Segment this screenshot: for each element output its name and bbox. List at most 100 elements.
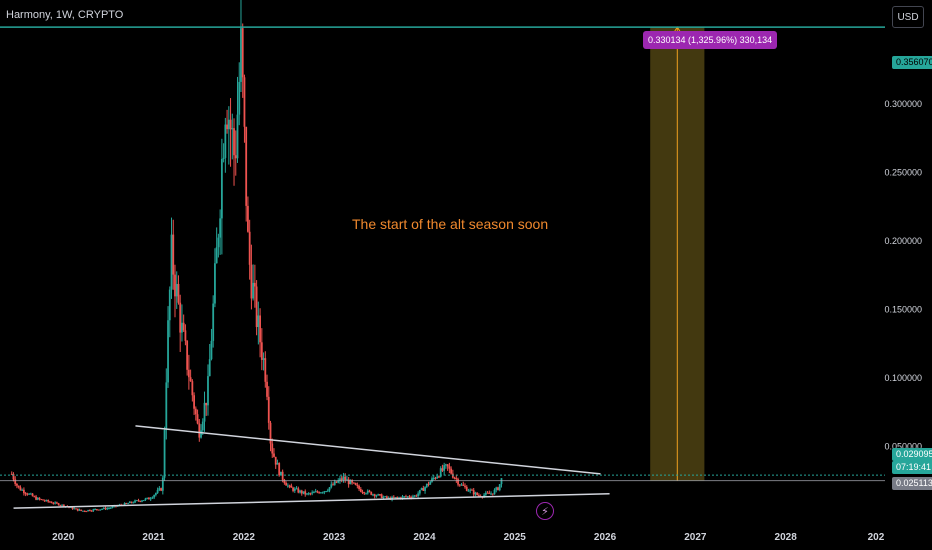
chart-annotation[interactable]: The start of the alt season soon — [352, 216, 549, 232]
candle — [450, 468, 453, 474]
candle — [189, 377, 192, 382]
candle — [174, 274, 176, 297]
candle — [349, 480, 352, 485]
candle — [488, 492, 491, 494]
candle — [274, 456, 277, 465]
candle — [396, 497, 399, 499]
trendline-lower[interactable] — [13, 493, 610, 509]
candle — [42, 499, 44, 501]
candle — [215, 247, 218, 264]
candle — [443, 465, 446, 471]
candle — [108, 508, 110, 510]
candle — [61, 504, 64, 506]
x-tick-label: 2026 — [594, 532, 617, 543]
candle — [109, 507, 112, 509]
candle — [368, 490, 371, 492]
candle — [332, 484, 334, 486]
candle — [455, 478, 458, 480]
candle — [83, 510, 86, 512]
trendline-upper[interactable] — [135, 425, 601, 475]
candle — [175, 283, 178, 297]
candle — [316, 491, 319, 493]
y-tick-label: 0.150000 — [884, 304, 922, 314]
candle — [161, 477, 164, 491]
candle — [323, 491, 326, 493]
candle — [293, 488, 296, 491]
candle — [139, 500, 142, 502]
price-tag-support: 0.025113 — [892, 477, 932, 490]
candle — [441, 468, 444, 471]
candle — [425, 483, 428, 488]
candle — [203, 402, 206, 422]
flash-icon[interactable]: ⚡ — [536, 502, 554, 520]
candle — [102, 507, 105, 509]
candle — [273, 453, 275, 457]
candle — [422, 488, 425, 491]
candle — [432, 477, 435, 479]
candle — [351, 480, 354, 483]
candle — [104, 507, 107, 510]
symbol-title: Harmony, 1W, CRYPTO — [6, 9, 124, 21]
candle — [97, 509, 100, 511]
candle — [326, 490, 329, 492]
candle — [193, 395, 195, 409]
candle — [462, 484, 465, 486]
candle — [17, 485, 20, 488]
candle — [285, 482, 288, 486]
candle — [417, 493, 420, 497]
candle — [413, 495, 416, 497]
candle — [394, 497, 397, 499]
candle — [151, 497, 154, 499]
candle — [427, 483, 430, 485]
candle — [391, 496, 393, 500]
candle — [153, 494, 156, 498]
candle — [458, 484, 461, 486]
candle — [288, 485, 291, 487]
candle — [453, 477, 456, 479]
candle — [486, 492, 489, 494]
candle — [379, 494, 381, 496]
candle — [330, 484, 333, 488]
candle — [50, 502, 53, 504]
candle — [415, 495, 418, 497]
candle — [269, 422, 272, 444]
candle — [306, 493, 308, 495]
candle — [297, 488, 300, 493]
candle — [144, 498, 147, 501]
candle — [476, 492, 479, 496]
candle — [500, 478, 503, 485]
candle — [339, 478, 341, 481]
candle — [418, 489, 421, 494]
candle — [149, 498, 152, 500]
candle — [335, 481, 338, 483]
candle — [352, 482, 355, 484]
candle — [148, 497, 150, 500]
candle — [250, 264, 253, 299]
candle — [387, 497, 390, 499]
y-tick-label: 0.100000 — [884, 373, 922, 383]
candle — [446, 464, 449, 467]
candle — [238, 81, 241, 115]
candle — [248, 231, 251, 265]
candle — [245, 126, 248, 206]
candle — [356, 484, 359, 486]
candle — [12, 473, 15, 480]
candle — [210, 340, 213, 360]
candle — [16, 483, 18, 486]
currency-button[interactable]: USD — [892, 6, 924, 28]
y-tick-label: 0.200000 — [884, 236, 922, 246]
candle — [220, 158, 223, 219]
candle — [234, 155, 237, 159]
candle — [182, 322, 185, 331]
candle — [460, 484, 463, 486]
candle — [26, 493, 29, 495]
candle — [224, 124, 227, 158]
candle — [160, 488, 162, 491]
candle — [31, 493, 34, 497]
price-tag-current: 0.029095 — [892, 448, 932, 461]
measure-label: 0.330134 (1,325.96%) 330,134 — [643, 31, 778, 49]
candle — [309, 493, 312, 495]
candle — [384, 496, 387, 498]
candle — [292, 487, 294, 491]
